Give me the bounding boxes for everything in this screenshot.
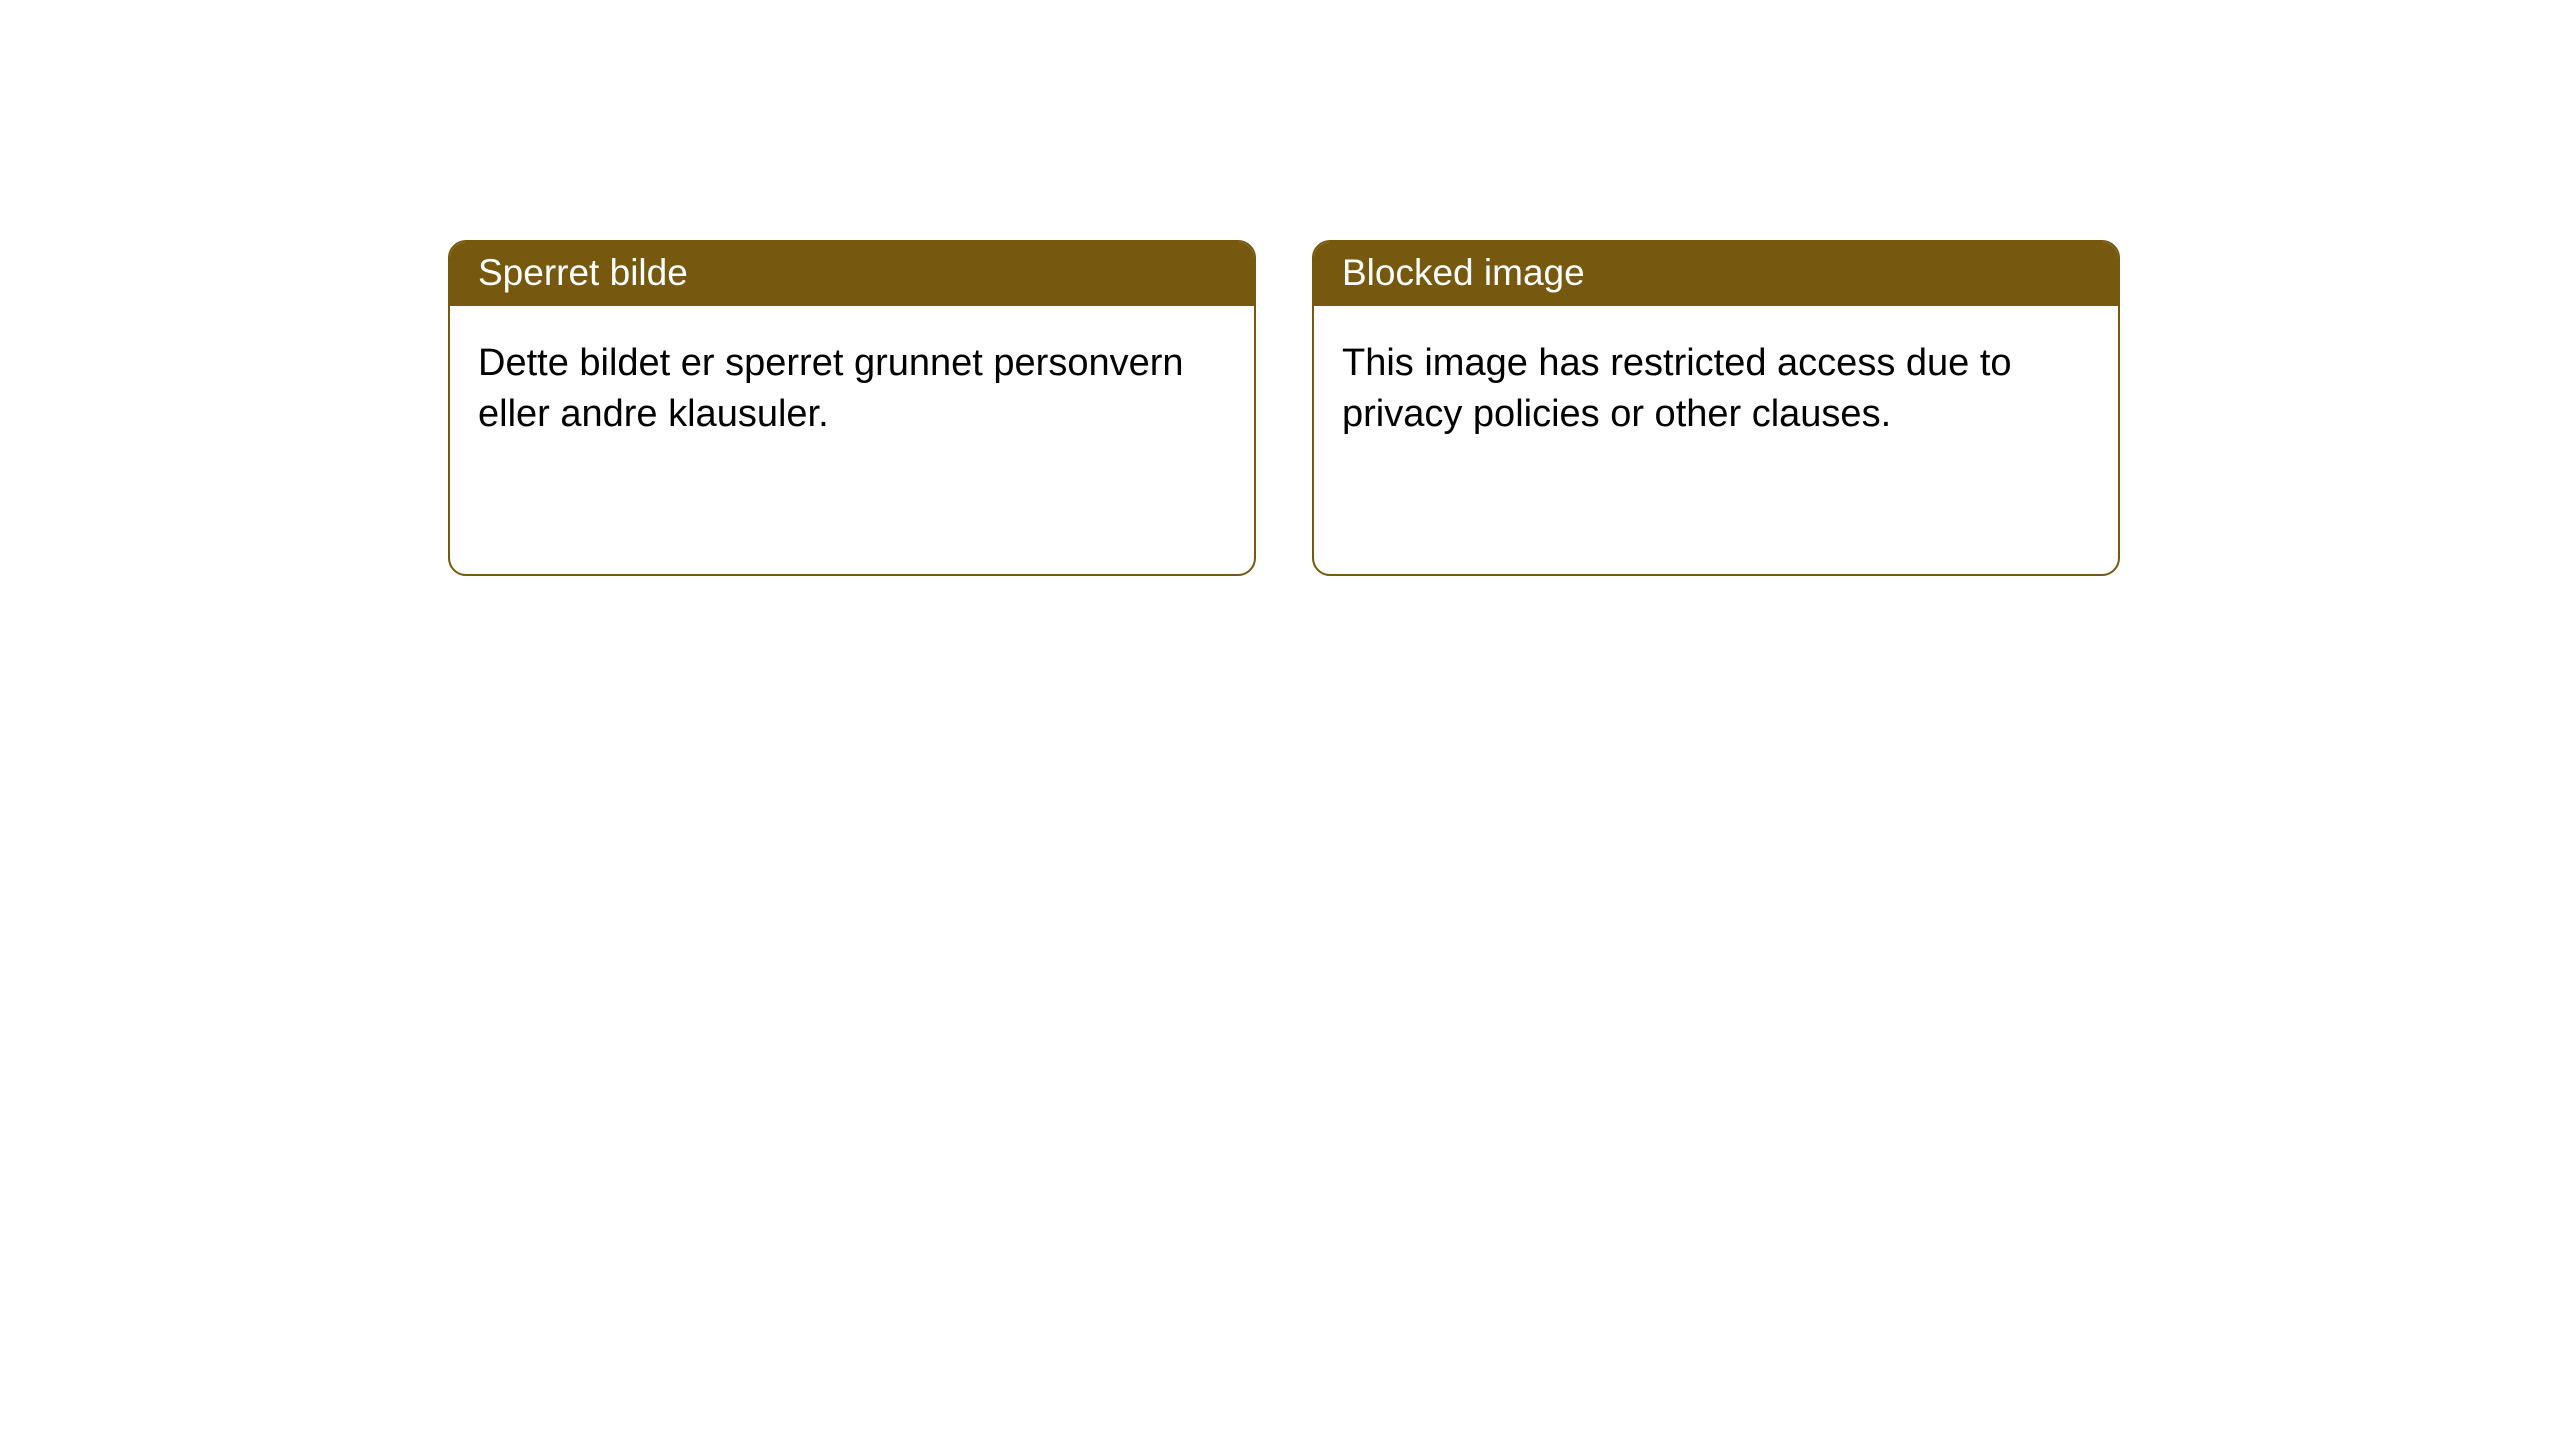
notice-message-norwegian: Dette bildet er sperret grunnet personve… (478, 342, 1184, 435)
notice-card-english: Blocked image This image has restricted … (1312, 240, 2120, 576)
notice-card-norwegian: Sperret bilde Dette bildet er sperret gr… (448, 240, 1256, 576)
notice-header-english: Blocked image (1314, 242, 2118, 306)
notice-title-norwegian: Sperret bilde (478, 252, 688, 293)
notice-header-norwegian: Sperret bilde (450, 242, 1254, 306)
notice-body-norwegian: Dette bildet er sperret grunnet personve… (450, 306, 1254, 473)
notice-body-english: This image has restricted access due to … (1314, 306, 2118, 473)
notice-container: Sperret bilde Dette bildet er sperret gr… (0, 0, 2560, 576)
notice-title-english: Blocked image (1342, 252, 1585, 293)
notice-message-english: This image has restricted access due to … (1342, 342, 2012, 435)
